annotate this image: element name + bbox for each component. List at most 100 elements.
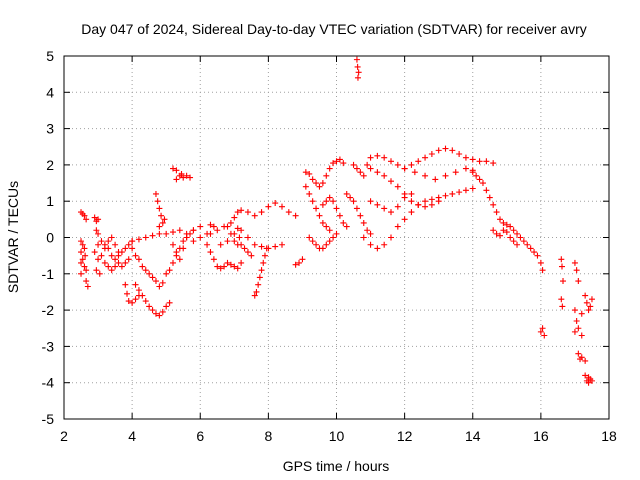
data-point (323, 172, 330, 179)
data-point (95, 230, 102, 237)
data-point (159, 279, 166, 286)
data-point (388, 158, 394, 165)
data-point (558, 263, 565, 270)
data-point (82, 252, 89, 259)
data-point (333, 158, 340, 165)
data-point (91, 214, 98, 221)
data-point (170, 259, 176, 266)
data-point (166, 267, 173, 274)
data-point (479, 180, 486, 187)
data-point (374, 245, 381, 252)
data-point (187, 174, 194, 181)
data-point (79, 241, 86, 248)
x-tick-label: 14 (465, 428, 481, 444)
data-point (135, 236, 142, 243)
data-point (263, 245, 270, 252)
data-point (101, 259, 108, 266)
data-point (336, 212, 343, 219)
data-point (256, 274, 263, 281)
data-point (180, 238, 187, 245)
data-point (299, 256, 306, 263)
data-point (149, 274, 156, 281)
data-point (408, 198, 415, 205)
data-point (251, 212, 258, 219)
data-point (575, 278, 582, 285)
data-point (258, 243, 265, 250)
data-point (449, 190, 456, 197)
data-point (326, 227, 333, 234)
x-tick-label: 12 (397, 428, 413, 444)
data-point (207, 221, 214, 228)
data-point (422, 198, 429, 205)
y-tick-label: -4 (42, 375, 55, 391)
data-point (251, 241, 258, 248)
data-point (353, 205, 360, 212)
data-point (279, 241, 285, 248)
data-point (381, 205, 388, 212)
data-point (234, 265, 241, 272)
chart-title: Day 047 of 2024, Sidereal Day-to-day VTE… (81, 21, 587, 37)
data-point (388, 178, 394, 185)
data-point (214, 227, 221, 234)
data-point (197, 234, 204, 241)
data-point (353, 165, 360, 172)
data-point (313, 205, 320, 212)
data-point (483, 187, 490, 194)
data-point (108, 234, 115, 241)
data-point (142, 298, 149, 305)
y-tick-label: 5 (46, 48, 54, 64)
data-point (108, 252, 115, 259)
data-point (156, 230, 163, 237)
data-point (573, 317, 580, 324)
data-point (497, 232, 503, 239)
data-point (231, 263, 238, 270)
data-point (510, 238, 517, 245)
data-point (360, 234, 367, 241)
data-point (166, 299, 173, 306)
data-point (129, 299, 136, 306)
data-point (411, 169, 418, 176)
data-point (236, 234, 243, 241)
data-point (101, 245, 108, 252)
data-point (122, 245, 129, 252)
data-point (503, 221, 510, 228)
data-point (156, 283, 163, 290)
data-point (115, 259, 122, 266)
data-point (238, 227, 245, 234)
data-point (178, 170, 185, 177)
data-point (285, 209, 292, 216)
data-point (364, 161, 371, 168)
data-point (142, 267, 149, 274)
data-point (578, 332, 585, 339)
data-point (255, 281, 262, 288)
data-point (520, 238, 527, 245)
data-point (78, 249, 85, 256)
data-point (575, 350, 582, 357)
data-point (105, 263, 112, 270)
data-points (78, 56, 595, 386)
data-point (435, 147, 442, 154)
data-point (78, 238, 85, 245)
data-point (163, 270, 170, 277)
data-point (122, 281, 129, 288)
data-point (253, 288, 260, 295)
data-point (531, 249, 538, 256)
data-point (582, 292, 589, 299)
data-point (210, 256, 217, 263)
data-point (170, 229, 176, 236)
data-point (469, 156, 476, 163)
data-point (374, 152, 381, 159)
data-point (456, 151, 463, 158)
data-point (582, 372, 589, 379)
data-point (401, 194, 408, 201)
data-point (272, 200, 279, 207)
data-point (367, 154, 374, 161)
data-point (354, 74, 361, 81)
data-point (452, 169, 459, 176)
data-point (367, 165, 374, 172)
data-point (152, 310, 159, 317)
data-point (527, 245, 534, 252)
data-point (108, 267, 115, 274)
data-point (197, 223, 204, 230)
